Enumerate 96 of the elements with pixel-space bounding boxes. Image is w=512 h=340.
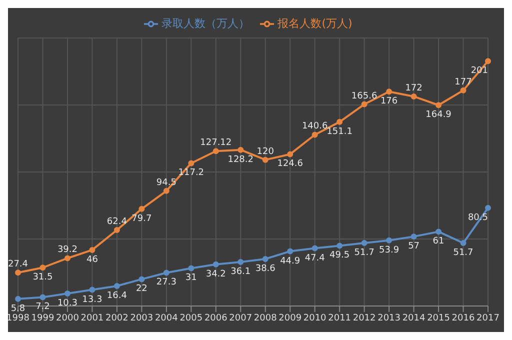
data-label: 46 [86,254,98,265]
x-tick-label: 2000 [56,313,80,324]
data-label: 27.4 [8,260,28,270]
point [336,118,343,125]
data-label: 49.5 [330,250,350,261]
point [410,234,417,240]
point [336,242,343,249]
x-tick-label: 2014 [402,313,426,324]
point [188,160,194,166]
data-label: 124.6 [277,159,304,170]
x-tick-label: 2017 [476,313,500,324]
point [262,156,268,163]
data-label: 34.2 [206,269,226,280]
data-label: 44.9 [280,256,300,266]
x-tick-label: 2001 [80,313,104,324]
data-label: 128.2 [228,154,254,165]
x-tick-label: 1999 [31,313,54,324]
data-label: 51.7 [354,248,374,258]
point [312,245,318,252]
data-label: 16.4 [106,291,128,302]
data-label: 31 [185,273,197,284]
point [114,283,120,290]
data-label: 39.2 [57,245,78,256]
data-label: 31.5 [32,272,53,283]
data-label: 10.3 [57,298,78,308]
data-label: 62.4 [106,216,128,227]
data-label: 127.12 [200,138,232,148]
data-label: 36.1 [230,267,251,278]
point [188,265,194,272]
point [138,206,145,212]
point [64,290,70,296]
legend-label: 录取人数（万人） [162,17,250,30]
point [114,226,120,233]
data-label: 53.9 [379,245,400,256]
point [460,87,466,94]
point [386,237,392,244]
x-tick-label: 2002 [105,313,128,324]
x-tick-label: 2006 [204,313,228,324]
point [436,102,442,108]
point [485,204,491,211]
data-label: 7.2 [36,302,50,312]
point [262,256,268,262]
x-tick-label: 2013 [378,313,401,324]
legend-label: 报名人数(万人) [278,17,352,30]
data-label: 120 [256,146,274,157]
x-tick-label: 2015 [427,313,450,324]
point [89,286,96,293]
data-label: 79.7 [132,214,152,224]
x-tick-label: 2011 [328,313,352,324]
data-label: 165.6 [351,91,378,102]
data-label: 5.8 [10,304,26,314]
point [163,188,170,194]
data-label: 57 [408,242,420,252]
data-label: 27.3 [156,278,176,288]
point [287,151,294,158]
point [40,294,46,300]
data-label: 61 [432,236,444,247]
x-tick-label: 2003 [130,313,154,324]
x-tick-label: 2016 [452,313,475,324]
point [212,148,219,154]
point [485,58,491,64]
x-tick-label: 2012 [352,313,376,324]
data-label: 164.9 [426,110,452,120]
data-label: 13.3 [82,294,102,305]
data-label: 22 [136,284,148,294]
x-tick-label: 2010 [303,313,327,324]
point [15,296,21,302]
data-label: 140.6 [302,122,328,132]
point [40,264,46,271]
point [238,259,244,266]
point [15,270,21,276]
point [89,246,96,253]
data-label: 172 [405,83,422,94]
data-label: 176 [380,96,398,107]
point [64,255,70,262]
data-label: 151.1 [326,126,352,137]
point [163,270,170,276]
data-label: 38.6 [255,264,276,274]
point [386,88,392,95]
point [436,228,442,235]
x-tick-label: 2005 [180,313,203,324]
point [212,261,219,268]
x-tick-label: 2004 [154,313,178,324]
x-tick-label: 2008 [254,313,278,324]
point [460,240,466,246]
data-label: 51.7 [453,248,474,258]
point [361,240,368,246]
point [238,146,244,153]
point [138,276,145,282]
point [287,248,294,254]
point [312,132,318,138]
point [410,93,417,100]
x-tick-label: 2009 [278,313,302,324]
point [361,101,368,108]
x-tick-label: 2007 [229,313,252,324]
data-label: 47.4 [304,253,326,264]
